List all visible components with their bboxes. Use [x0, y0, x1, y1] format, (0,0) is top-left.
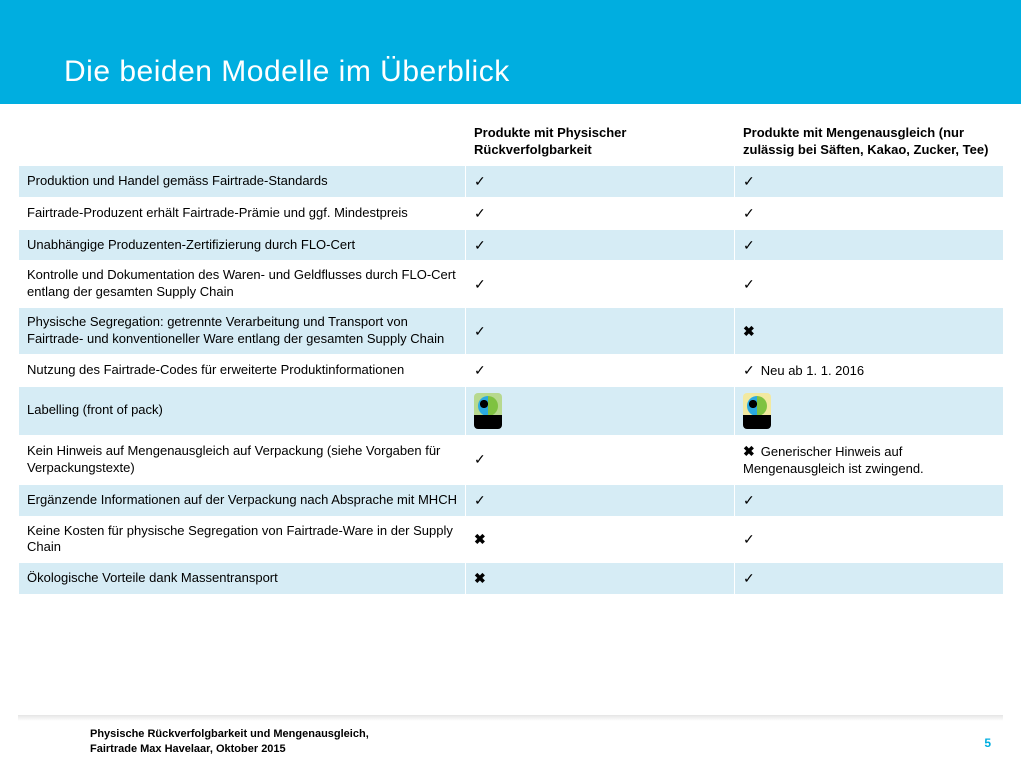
check-icon: ✓ [743, 362, 755, 378]
row-label: Ergänzende Informationen auf der Verpack… [19, 484, 466, 516]
row-col2: ✓ [735, 165, 1004, 197]
row-col2: ✓ [735, 197, 1004, 229]
check-icon: ✓ [743, 237, 755, 253]
row-label: Kontrolle und Dokumentation des Waren- u… [19, 261, 466, 308]
row-col1: ✓ [466, 308, 735, 355]
row-col2 [735, 386, 1004, 435]
row-label: Keine Kosten für physische Segregation v… [19, 516, 466, 563]
header-col2: Produkte mit Mengenausgleich (nur zuläss… [735, 119, 1004, 166]
header-blank [19, 119, 466, 166]
row-col1: ✓ [466, 435, 735, 484]
check-icon: ✓ [743, 492, 755, 508]
hero-banner: Die beiden Modelle im Überblick [0, 0, 1021, 104]
check-icon: ✓ [743, 173, 755, 189]
row-label: Unabhängige Produzenten-Zertifizierung d… [19, 229, 466, 261]
fairtrade-logo-icon [474, 393, 502, 429]
row-col2: ✓ Neu ab 1. 1. 2016 [735, 355, 1004, 387]
check-icon: ✓ [474, 276, 486, 292]
footer-line1: Physische Rückverfolgbarkeit und Mengena… [90, 727, 991, 741]
table-row: Fairtrade-Produzent erhält Fairtrade-Prä… [19, 197, 1004, 229]
check-icon: ✓ [743, 205, 755, 221]
check-icon: ✓ [474, 205, 486, 221]
row-label: Labelling (front of pack) [19, 386, 466, 435]
check-icon: ✓ [743, 570, 755, 586]
row-label: Kein Hinweis auf Mengenausgleich auf Ver… [19, 435, 466, 484]
row-col2: ✓ [735, 229, 1004, 261]
row-label: Physische Segregation: getrennte Verarbe… [19, 308, 466, 355]
cross-icon: ✖ [743, 443, 755, 459]
check-icon: ✓ [474, 173, 486, 189]
row-col2: ✖Generischer Hinweis auf Mengenausgleich… [735, 435, 1004, 484]
fairtrade-logo-alt-icon [743, 393, 771, 429]
footer-line2: Fairtrade Max Havelaar, Oktober 2015 [90, 742, 991, 756]
row-col1: ✖ [466, 516, 735, 563]
row-col1: ✓ [466, 197, 735, 229]
check-icon: ✓ [474, 492, 486, 508]
cross-icon: ✖ [474, 531, 486, 547]
cell-extra-text: Neu ab 1. 1. 2016 [761, 363, 864, 378]
table-row: Ergänzende Informationen auf der Verpack… [19, 484, 1004, 516]
row-col1: ✓ [466, 229, 735, 261]
check-icon: ✓ [474, 237, 486, 253]
row-col1 [466, 386, 735, 435]
cross-icon: ✖ [743, 323, 755, 339]
slide-footer: Physische Rückverfolgbarkeit und Mengena… [0, 715, 1021, 756]
check-icon: ✓ [474, 323, 486, 339]
row-col1: ✖ [466, 563, 735, 595]
row-col2: ✖ [735, 308, 1004, 355]
table-row: Produktion und Handel gemäss Fairtrade-S… [19, 165, 1004, 197]
table-row: Nutzung des Fairtrade-Codes für erweiter… [19, 355, 1004, 387]
comparison-table-wrap: Produkte mit Physischer Rückverfolgbarke… [0, 104, 1021, 595]
footer-divider [18, 715, 1003, 721]
cross-icon: ✖ [474, 570, 486, 586]
table-row: Physische Segregation: getrennte Verarbe… [19, 308, 1004, 355]
table-row: Labelling (front of pack) [19, 386, 1004, 435]
table-row: Kein Hinweis auf Mengenausgleich auf Ver… [19, 435, 1004, 484]
page-number: 5 [984, 736, 991, 750]
cell-extra-text: Generischer Hinweis auf Mengenausgleich … [743, 444, 924, 476]
row-label: Produktion und Handel gemäss Fairtrade-S… [19, 165, 466, 197]
row-col2: ✓ [735, 261, 1004, 308]
row-col1: ✓ [466, 261, 735, 308]
check-icon: ✓ [474, 362, 486, 378]
row-label: Nutzung des Fairtrade-Codes für erweiter… [19, 355, 466, 387]
table-row: Ökologische Vorteile dank Massentranspor… [19, 563, 1004, 595]
row-col1: ✓ [466, 165, 735, 197]
row-col2: ✓ [735, 516, 1004, 563]
row-label: Fairtrade-Produzent erhält Fairtrade-Prä… [19, 197, 466, 229]
table-row: Keine Kosten für physische Segregation v… [19, 516, 1004, 563]
comparison-table: Produkte mit Physischer Rückverfolgbarke… [18, 118, 1004, 595]
check-icon: ✓ [743, 531, 755, 547]
table-row: Unabhängige Produzenten-Zertifizierung d… [19, 229, 1004, 261]
table-header-row: Produkte mit Physischer Rückverfolgbarke… [19, 119, 1004, 166]
table-row: Kontrolle und Dokumentation des Waren- u… [19, 261, 1004, 308]
check-icon: ✓ [474, 451, 486, 467]
row-col1: ✓ [466, 355, 735, 387]
page-title: Die beiden Modelle im Überblick [0, 0, 1021, 89]
check-icon: ✓ [743, 276, 755, 292]
row-col2: ✓ [735, 563, 1004, 595]
row-col2: ✓ [735, 484, 1004, 516]
header-col1: Produkte mit Physischer Rückverfolgbarke… [466, 119, 735, 166]
row-col1: ✓ [466, 484, 735, 516]
row-label: Ökologische Vorteile dank Massentranspor… [19, 563, 466, 595]
